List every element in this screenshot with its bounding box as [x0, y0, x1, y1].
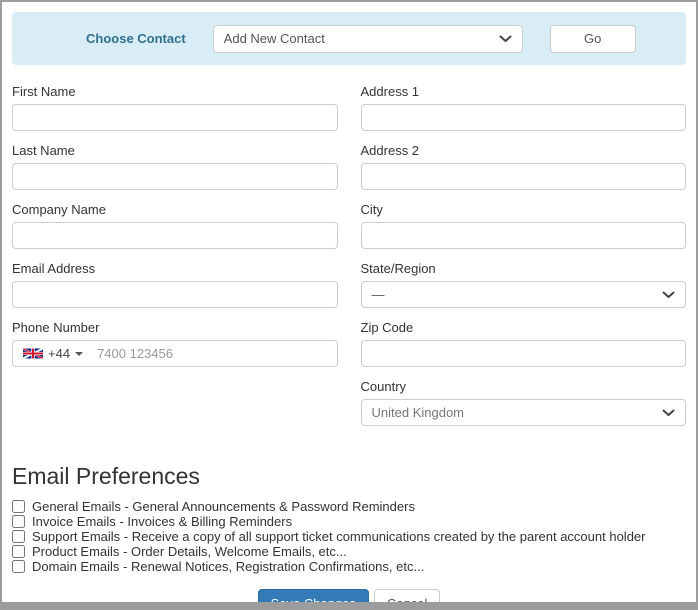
address1-label: Address 1 [360, 84, 420, 99]
caret-down-icon [75, 351, 84, 356]
field-address1: Address 1 [360, 84, 686, 131]
cancel-button[interactable]: Cancel [373, 589, 441, 602]
chevron-down-icon [499, 35, 512, 42]
invoice-emails-label: Invoice Emails - Invoices & Billing Remi… [32, 514, 293, 529]
email-address-label: Email Address [12, 261, 96, 276]
go-button[interactable]: Go [549, 24, 636, 53]
contact-select[interactable]: Add New Contact [212, 24, 523, 53]
phone-number-label: Phone Number [12, 320, 100, 335]
support-emails-label: Support Emails - Receive a copy of all s… [32, 529, 646, 544]
last-name-label: Last Name [12, 143, 75, 158]
choose-contact-bar: Choose Contact Add New Contact Go [12, 12, 686, 65]
city-label: City [360, 202, 383, 217]
chevron-down-icon [662, 409, 675, 416]
phone-number-input[interactable] [91, 341, 337, 366]
country-select[interactable]: United Kingdom [360, 399, 686, 426]
product-emails-label: Product Emails - Order Details, Welcome … [32, 544, 347, 559]
field-company-name: Company Name [12, 202, 338, 249]
state-region-value: — [371, 287, 385, 302]
phone-number-input-group: +44 [12, 340, 338, 367]
email-pref-support[interactable]: Support Emails - Receive a copy of all s… [12, 530, 686, 543]
state-region-select[interactable]: — [360, 281, 686, 308]
support-emails-checkbox[interactable] [12, 530, 25, 543]
field-phone-number: Phone Number +44 [12, 320, 338, 367]
chevron-down-icon [662, 291, 675, 298]
invoice-emails-checkbox[interactable] [12, 515, 25, 528]
field-last-name: Last Name [12, 143, 338, 190]
first-name-label: First Name [12, 84, 76, 99]
company-name-input[interactable] [12, 222, 338, 249]
zip-code-input[interactable] [360, 340, 686, 367]
field-state-region: State/Region — [360, 261, 686, 308]
choose-contact-label: Choose Contact [86, 31, 186, 46]
zip-code-label: Zip Code [360, 320, 414, 335]
domain-emails-label: Domain Emails - Renewal Notices, Registr… [32, 559, 425, 574]
field-address2: Address 2 [360, 143, 686, 190]
email-pref-domain[interactable]: Domain Emails - Renewal Notices, Registr… [12, 560, 686, 573]
field-email-address: Email Address [12, 261, 338, 308]
last-name-input[interactable] [12, 163, 338, 190]
email-pref-general[interactable]: General Emails - General Announcements &… [12, 500, 686, 513]
first-name-input[interactable] [12, 104, 338, 131]
save-changes-button[interactable]: Save Changes [257, 589, 369, 602]
form-right-column: Address 1 Address 2 City State/Region — … [360, 84, 686, 438]
country-value: United Kingdom [371, 405, 465, 420]
email-pref-invoice[interactable]: Invoice Emails - Invoices & Billing Remi… [12, 515, 686, 528]
product-emails-checkbox[interactable] [12, 545, 25, 558]
state-region-label: State/Region [360, 261, 436, 276]
general-emails-label: General Emails - General Announcements &… [32, 499, 415, 514]
form-left-column: First Name Last Name Company Name Email … [12, 84, 338, 438]
domain-emails-checkbox[interactable] [12, 560, 25, 573]
field-city: City [360, 202, 686, 249]
country-label: Country [360, 379, 407, 394]
general-emails-checkbox[interactable] [12, 500, 25, 513]
contact-select-value: Add New Contact [223, 31, 325, 46]
field-country: Country United Kingdom [360, 379, 686, 426]
address2-input[interactable] [360, 163, 686, 190]
contact-details-form: First Name Last Name Company Name Email … [12, 84, 686, 438]
email-preferences-heading: Email Preferences [12, 463, 200, 489]
email-preferences-list: General Emails - General Announcements &… [12, 500, 686, 573]
address2-label: Address 2 [360, 143, 420, 158]
uk-flag-icon [23, 348, 43, 359]
company-name-label: Company Name [12, 202, 106, 217]
field-first-name: First Name [12, 84, 338, 131]
dial-code-value: +44 [48, 346, 71, 361]
country-dial-selector[interactable]: +44 [13, 341, 91, 366]
email-address-input[interactable] [12, 281, 338, 308]
field-zip-code: Zip Code [360, 320, 686, 367]
address1-input[interactable] [360, 104, 686, 131]
city-input[interactable] [360, 222, 686, 249]
form-actions: Save Changes Cancel [2, 589, 696, 602]
email-pref-product[interactable]: Product Emails - Order Details, Welcome … [12, 545, 686, 558]
